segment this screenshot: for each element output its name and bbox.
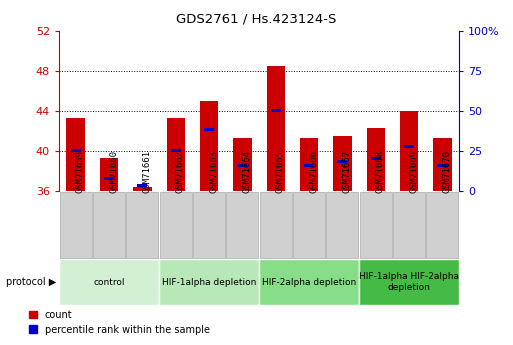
- FancyBboxPatch shape: [193, 192, 225, 258]
- Text: GSM71662: GSM71662: [175, 150, 185, 194]
- Text: GSM71659: GSM71659: [76, 150, 85, 194]
- Text: HIF-1alpha HIF-2alpha
depletion: HIF-1alpha HIF-2alpha depletion: [359, 272, 459, 292]
- Text: GSM71670: GSM71670: [442, 150, 451, 194]
- Text: protocol ▶: protocol ▶: [6, 277, 56, 287]
- FancyBboxPatch shape: [93, 192, 125, 258]
- Bar: [271, 109, 281, 112]
- FancyBboxPatch shape: [426, 192, 459, 258]
- Bar: [300, 138, 318, 191]
- Text: GSM71661: GSM71661: [143, 150, 151, 194]
- Bar: [233, 138, 251, 191]
- FancyBboxPatch shape: [360, 192, 392, 258]
- FancyBboxPatch shape: [226, 192, 259, 258]
- Text: GDS2761 / Hs.423124-S: GDS2761 / Hs.423124-S: [176, 12, 337, 25]
- Text: GSM71663: GSM71663: [209, 150, 218, 194]
- Text: GSM71660: GSM71660: [109, 150, 118, 194]
- Text: GSM71668: GSM71668: [376, 150, 385, 194]
- Bar: [259, 259, 359, 305]
- Text: HIF-2alpha depletion: HIF-2alpha depletion: [262, 277, 356, 287]
- Bar: [71, 149, 81, 152]
- FancyBboxPatch shape: [260, 192, 292, 258]
- FancyBboxPatch shape: [60, 192, 92, 258]
- Bar: [371, 157, 381, 160]
- Bar: [167, 118, 185, 191]
- Bar: [238, 164, 247, 167]
- Text: GSM71664: GSM71664: [242, 150, 251, 194]
- FancyBboxPatch shape: [160, 192, 192, 258]
- Bar: [267, 66, 285, 191]
- Text: GSM71665: GSM71665: [276, 150, 285, 194]
- Bar: [159, 259, 259, 305]
- Text: GSM71669: GSM71669: [409, 150, 418, 194]
- Text: control: control: [93, 277, 125, 287]
- Bar: [304, 164, 314, 167]
- Bar: [333, 136, 351, 191]
- Text: GSM71667: GSM71667: [343, 150, 351, 194]
- Bar: [67, 118, 85, 191]
- FancyBboxPatch shape: [293, 192, 325, 258]
- Bar: [359, 259, 459, 305]
- Bar: [104, 177, 114, 180]
- Bar: [171, 149, 181, 152]
- FancyBboxPatch shape: [393, 192, 425, 258]
- Bar: [133, 187, 151, 191]
- Bar: [59, 259, 159, 305]
- Bar: [438, 164, 447, 167]
- Bar: [100, 158, 118, 191]
- Bar: [400, 111, 418, 191]
- Bar: [433, 138, 451, 191]
- Legend: count, percentile rank within the sample: count, percentile rank within the sample: [25, 306, 214, 338]
- Bar: [204, 128, 214, 131]
- Bar: [137, 184, 147, 187]
- FancyBboxPatch shape: [326, 192, 359, 258]
- Bar: [338, 160, 347, 163]
- Text: GSM71666: GSM71666: [309, 150, 318, 194]
- FancyBboxPatch shape: [126, 192, 159, 258]
- Bar: [367, 128, 385, 191]
- Text: HIF-1alpha depletion: HIF-1alpha depletion: [162, 277, 256, 287]
- Bar: [200, 101, 218, 191]
- Bar: [404, 145, 414, 148]
